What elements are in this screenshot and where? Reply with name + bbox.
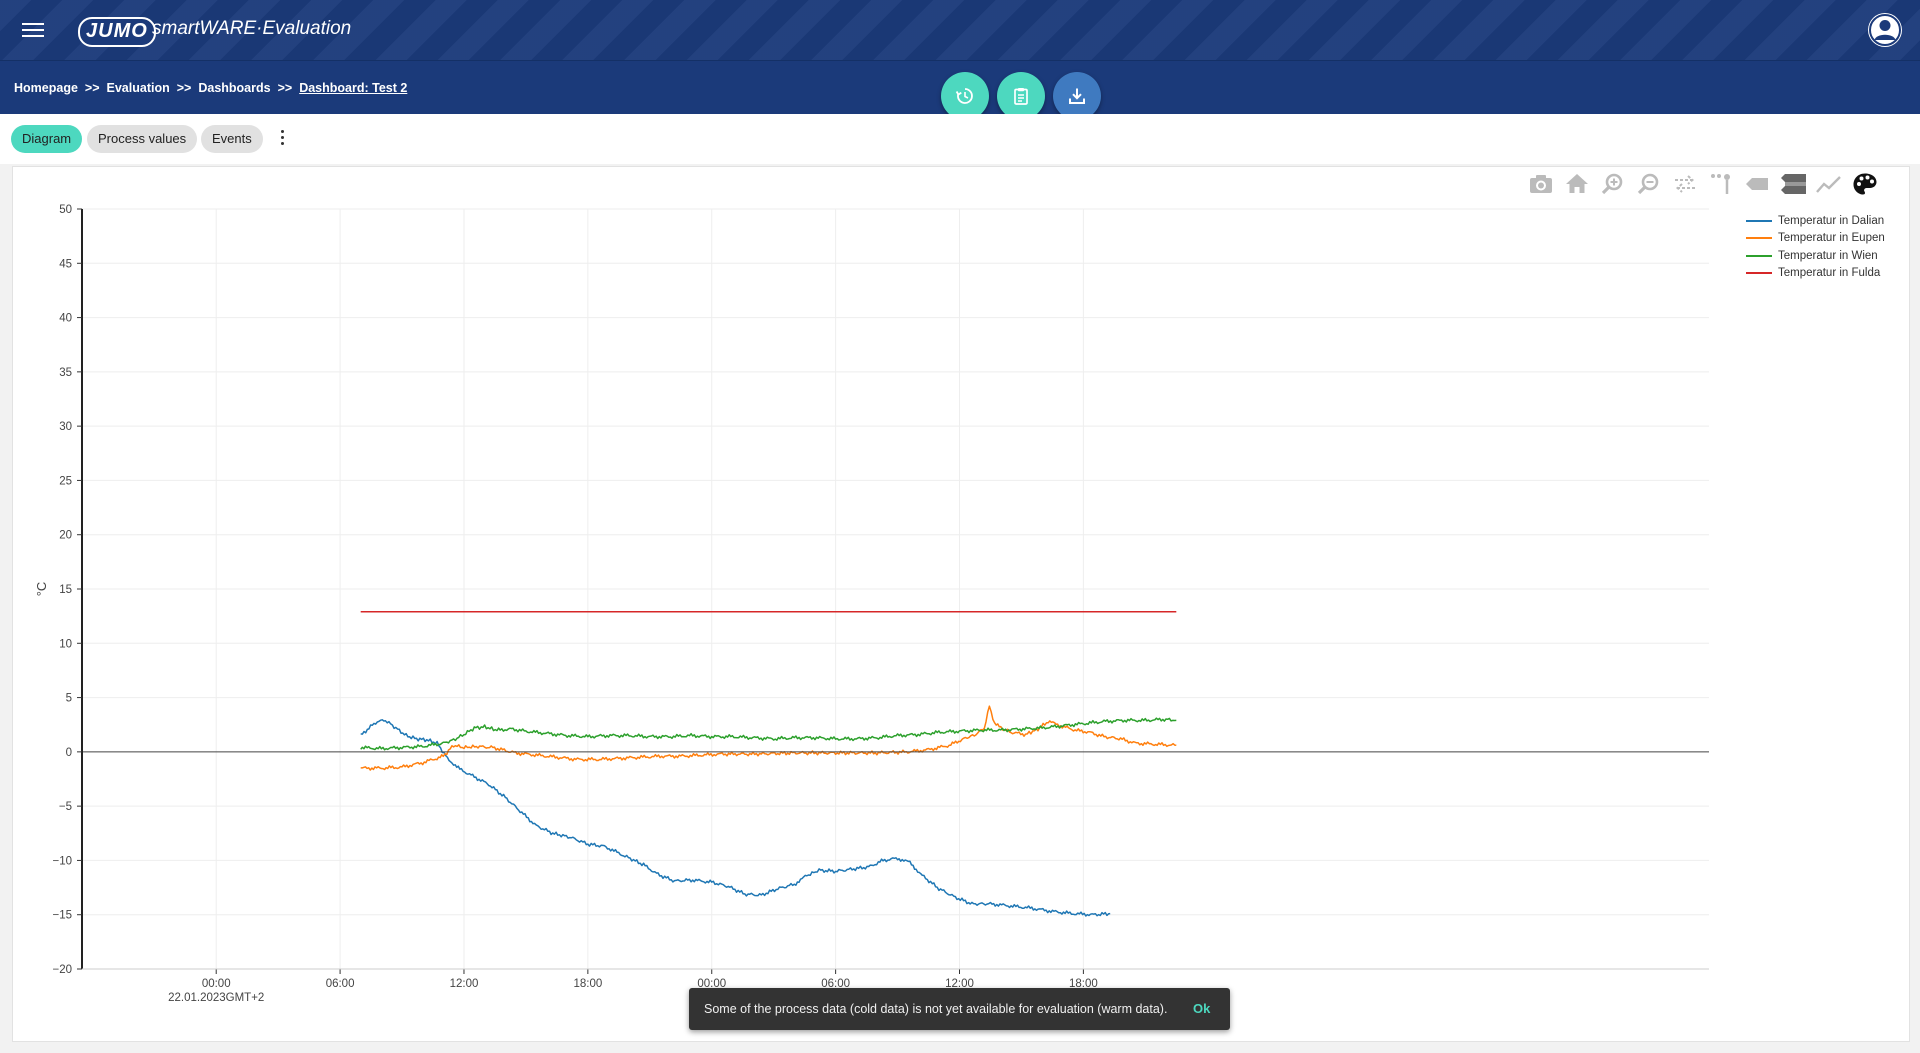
legend-item-dalian[interactable]: Temperatur in Dalian	[1746, 212, 1885, 230]
box-select-icon[interactable]	[1708, 172, 1734, 196]
hamburger-menu-icon[interactable]	[22, 20, 44, 40]
download-button[interactable]	[1053, 72, 1101, 120]
legend-swatch	[1746, 254, 1772, 257]
history-icon	[955, 88, 973, 104]
breadcrumb: Homepage >> Evaluation >> Dashboards >> Dashbo…	[14, 81, 407, 95]
breadcrumb-separator: >>	[176, 81, 192, 95]
tab-process-values[interactable]: Process values	[87, 125, 198, 153]
history-button[interactable]	[941, 72, 989, 120]
hover-closest-icon[interactable]	[1744, 172, 1770, 196]
legend-swatch	[1746, 237, 1772, 240]
app-header: JUMO smartWARE·Evaluation	[0, 0, 1920, 61]
home-icon[interactable]	[1564, 172, 1590, 196]
legend-label: Temperatur in Dalian	[1778, 214, 1885, 227]
breadcrumb-current-dashboard[interactable]: Dashboard: Test 2	[299, 81, 408, 95]
legend-label: Temperatur in Fulda	[1778, 267, 1881, 280]
clipboard-button[interactable]	[997, 72, 1045, 120]
zoom-out-icon[interactable]	[1636, 172, 1662, 196]
jumo-logo: JUMO	[78, 17, 156, 47]
hover-compare-icon[interactable]	[1780, 172, 1806, 196]
app-title: smartWARE·Evaluation	[152, 18, 352, 39]
chart-panel	[12, 166, 1910, 1042]
more-options-icon[interactable]	[278, 130, 286, 148]
legend-swatch	[1746, 272, 1772, 275]
snackbar-message: Some of the process data (cold data) is …	[704, 1002, 1168, 1016]
user-account-icon[interactable]	[1868, 13, 1902, 47]
breadcrumb-homepage[interactable]: Homepage	[14, 81, 78, 95]
camera-icon[interactable]	[1528, 172, 1554, 196]
download-icon	[1069, 88, 1085, 104]
legend-item-eupen[interactable]: Temperatur in Eupen	[1746, 230, 1885, 248]
chart-legend: Temperatur in Dalian Temperatur in Eupen…	[1746, 212, 1885, 282]
legend-item-wien[interactable]: Temperatur in Wien	[1746, 247, 1885, 265]
tab-events[interactable]: Events	[201, 125, 263, 153]
breadcrumb-separator: >>	[277, 81, 293, 95]
snackbar: Some of the process data (cold data) is …	[689, 988, 1230, 1030]
view-tabs: Diagram Process values Events	[0, 114, 1920, 164]
zoom-in-icon[interactable]	[1600, 172, 1626, 196]
legend-label: Temperatur in Eupen	[1778, 232, 1885, 245]
pan-icon[interactable]	[1672, 172, 1698, 196]
palette-icon[interactable]	[1852, 172, 1878, 196]
clipboard-icon	[1014, 88, 1028, 105]
legend-swatch	[1746, 219, 1772, 222]
snackbar-ok-button[interactable]: Ok	[1193, 1001, 1211, 1016]
tab-diagram[interactable]: Diagram	[11, 125, 83, 153]
breadcrumb-dashboards[interactable]: Dashboards	[198, 81, 271, 95]
breadcrumb-separator: >>	[84, 81, 100, 95]
breadcrumb-evaluation[interactable]: Evaluation	[106, 81, 170, 95]
legend-label: Temperatur in Wien	[1778, 249, 1878, 262]
legend-item-fulda[interactable]: Temperatur in Fulda	[1746, 265, 1885, 283]
spike-lines-icon[interactable]	[1816, 172, 1842, 196]
